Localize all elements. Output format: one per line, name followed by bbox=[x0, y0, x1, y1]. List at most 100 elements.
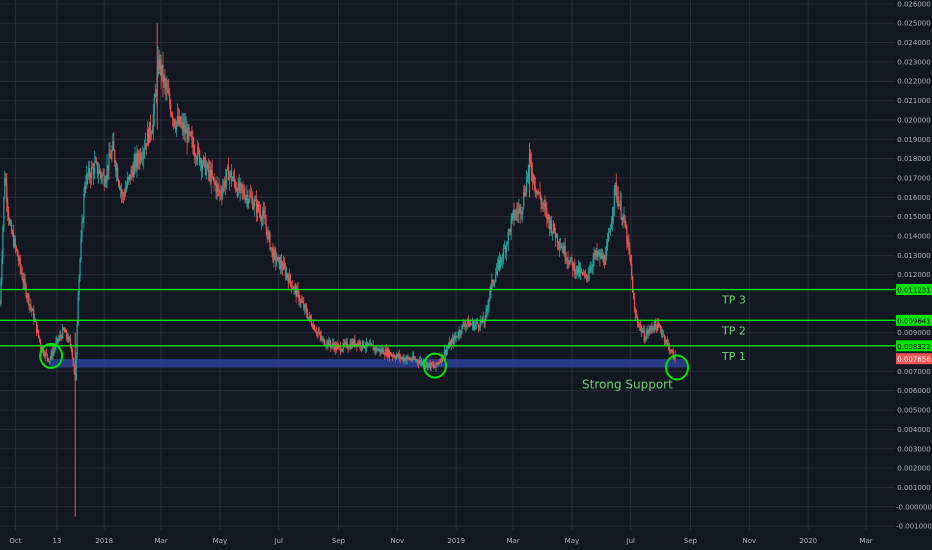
candle-body bbox=[214, 181, 216, 184]
y-tick-label: 0.017000 bbox=[897, 174, 930, 182]
candle-body bbox=[254, 199, 257, 201]
candle-body bbox=[457, 336, 459, 338]
candle-body bbox=[532, 175, 534, 181]
candle-body bbox=[666, 340, 668, 343]
candle-body bbox=[563, 245, 565, 254]
candle-body bbox=[579, 270, 582, 275]
candle-body bbox=[305, 305, 307, 309]
candle-body bbox=[131, 169, 133, 171]
candle-body bbox=[308, 317, 310, 319]
x-tick-label: 2019 bbox=[447, 537, 465, 545]
candle-body bbox=[387, 349, 389, 357]
candle-body bbox=[85, 185, 87, 187]
candle-body bbox=[396, 354, 398, 357]
candle-body bbox=[514, 216, 516, 219]
candle-body bbox=[137, 153, 139, 161]
candle-body bbox=[402, 357, 404, 361]
candle-body bbox=[497, 263, 499, 271]
candle-body bbox=[38, 336, 41, 341]
candle-body bbox=[99, 170, 101, 174]
candle-body bbox=[221, 194, 223, 196]
candle-body bbox=[639, 325, 641, 327]
candle-body bbox=[506, 243, 508, 244]
candle-body bbox=[288, 274, 290, 284]
candle-body bbox=[630, 254, 632, 264]
candle-body bbox=[24, 279, 26, 285]
candle-body bbox=[363, 347, 366, 349]
candle-body bbox=[124, 190, 126, 196]
candle-body bbox=[297, 288, 299, 293]
candle-body bbox=[1, 257, 3, 281]
annotations: Strong Support bbox=[39, 342, 690, 392]
candle-body bbox=[584, 274, 587, 276]
candle-body bbox=[256, 203, 259, 213]
candle-body bbox=[658, 323, 660, 326]
candle-body bbox=[633, 292, 635, 299]
candle-body bbox=[424, 365, 426, 367]
candle-body bbox=[215, 183, 217, 193]
candle-body bbox=[18, 258, 20, 261]
candle-body bbox=[226, 169, 228, 180]
candle-body bbox=[172, 119, 175, 121]
candle-body bbox=[148, 121, 151, 143]
candle-body bbox=[101, 174, 103, 178]
candle-body bbox=[183, 124, 185, 132]
candle-body bbox=[559, 246, 561, 248]
current-price-badge-text: 0.007656 bbox=[897, 356, 931, 364]
candle-body bbox=[485, 311, 487, 317]
candle-body bbox=[411, 360, 413, 361]
candle-body bbox=[306, 308, 308, 315]
candle-body bbox=[219, 191, 221, 193]
candle-body bbox=[248, 200, 250, 204]
candle-body bbox=[47, 357, 49, 362]
candle-body bbox=[589, 268, 591, 273]
candle-body bbox=[647, 330, 649, 334]
candle-body bbox=[94, 161, 97, 163]
candle-body bbox=[272, 248, 274, 262]
candle-body bbox=[271, 247, 273, 249]
candle-body bbox=[43, 354, 45, 357]
candle-body bbox=[151, 131, 153, 134]
candle-body bbox=[360, 342, 362, 347]
candle-body bbox=[303, 302, 305, 309]
x-tick-label: Jul bbox=[626, 537, 636, 545]
x-tick-label: Mar bbox=[506, 537, 519, 545]
candle-body bbox=[456, 336, 458, 338]
candle-body bbox=[573, 263, 575, 270]
candle-body bbox=[569, 260, 571, 265]
candle-body bbox=[535, 189, 537, 194]
y-tick-label: 0.023000 bbox=[897, 58, 930, 66]
candle-body bbox=[39, 340, 42, 347]
candle-body bbox=[111, 149, 113, 159]
candle-body bbox=[64, 330, 67, 333]
candle-body bbox=[550, 220, 552, 229]
candle-body bbox=[489, 291, 491, 299]
candle-body bbox=[562, 248, 564, 254]
support-zone-label: Strong Support bbox=[582, 378, 673, 392]
candle-body bbox=[568, 262, 570, 265]
candle-body bbox=[348, 347, 350, 349]
candle-body bbox=[369, 343, 371, 345]
candle-body bbox=[417, 359, 419, 363]
candle-body bbox=[465, 324, 467, 327]
candle-body bbox=[218, 186, 220, 192]
candle-body bbox=[280, 261, 282, 269]
candle-body bbox=[365, 341, 368, 348]
candle-body bbox=[11, 232, 14, 234]
candle-body bbox=[49, 358, 51, 362]
candle-body bbox=[249, 194, 251, 201]
candle-body bbox=[237, 182, 239, 196]
candle-body bbox=[91, 166, 94, 168]
candle-body bbox=[516, 211, 518, 213]
candle-body bbox=[317, 332, 319, 334]
candle-body bbox=[344, 342, 346, 345]
candle-body bbox=[136, 153, 138, 168]
candle-body bbox=[207, 163, 209, 173]
candle-body bbox=[53, 349, 55, 351]
candle-body bbox=[20, 267, 22, 273]
candle-body bbox=[473, 325, 476, 330]
candle-body bbox=[409, 358, 411, 360]
level-lines: TP 3 TP 2 TP 1 bbox=[0, 288, 895, 363]
candle-body bbox=[574, 263, 576, 274]
